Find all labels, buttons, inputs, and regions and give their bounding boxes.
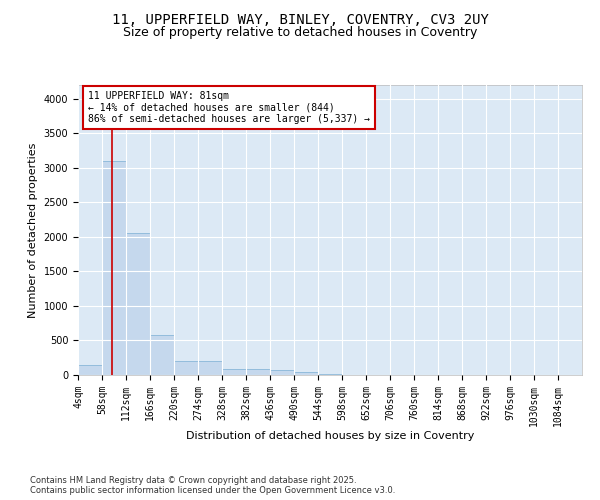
Text: Contains HM Land Registry data © Crown copyright and database right 2025.
Contai: Contains HM Land Registry data © Crown c…: [30, 476, 395, 495]
Bar: [318, 374, 342, 375]
Text: 11 UPPERFIELD WAY: 81sqm
← 14% of detached houses are smaller (844)
86% of semi-: 11 UPPERFIELD WAY: 81sqm ← 14% of detach…: [88, 91, 370, 124]
Bar: [126, 234, 150, 375]
Y-axis label: Number of detached properties: Number of detached properties: [28, 142, 38, 318]
Bar: [198, 360, 222, 375]
X-axis label: Distribution of detached houses by size in Coventry: Distribution of detached houses by size …: [186, 432, 474, 442]
Bar: [174, 360, 198, 375]
Bar: [102, 161, 126, 375]
Bar: [294, 372, 318, 375]
Bar: [270, 370, 294, 375]
Bar: [246, 370, 270, 375]
Text: 11, UPPERFIELD WAY, BINLEY, COVENTRY, CV3 2UY: 11, UPPERFIELD WAY, BINLEY, COVENTRY, CV…: [112, 12, 488, 26]
Bar: [222, 369, 246, 375]
Bar: [78, 364, 102, 375]
Bar: [150, 335, 174, 375]
Text: Size of property relative to detached houses in Coventry: Size of property relative to detached ho…: [123, 26, 477, 39]
